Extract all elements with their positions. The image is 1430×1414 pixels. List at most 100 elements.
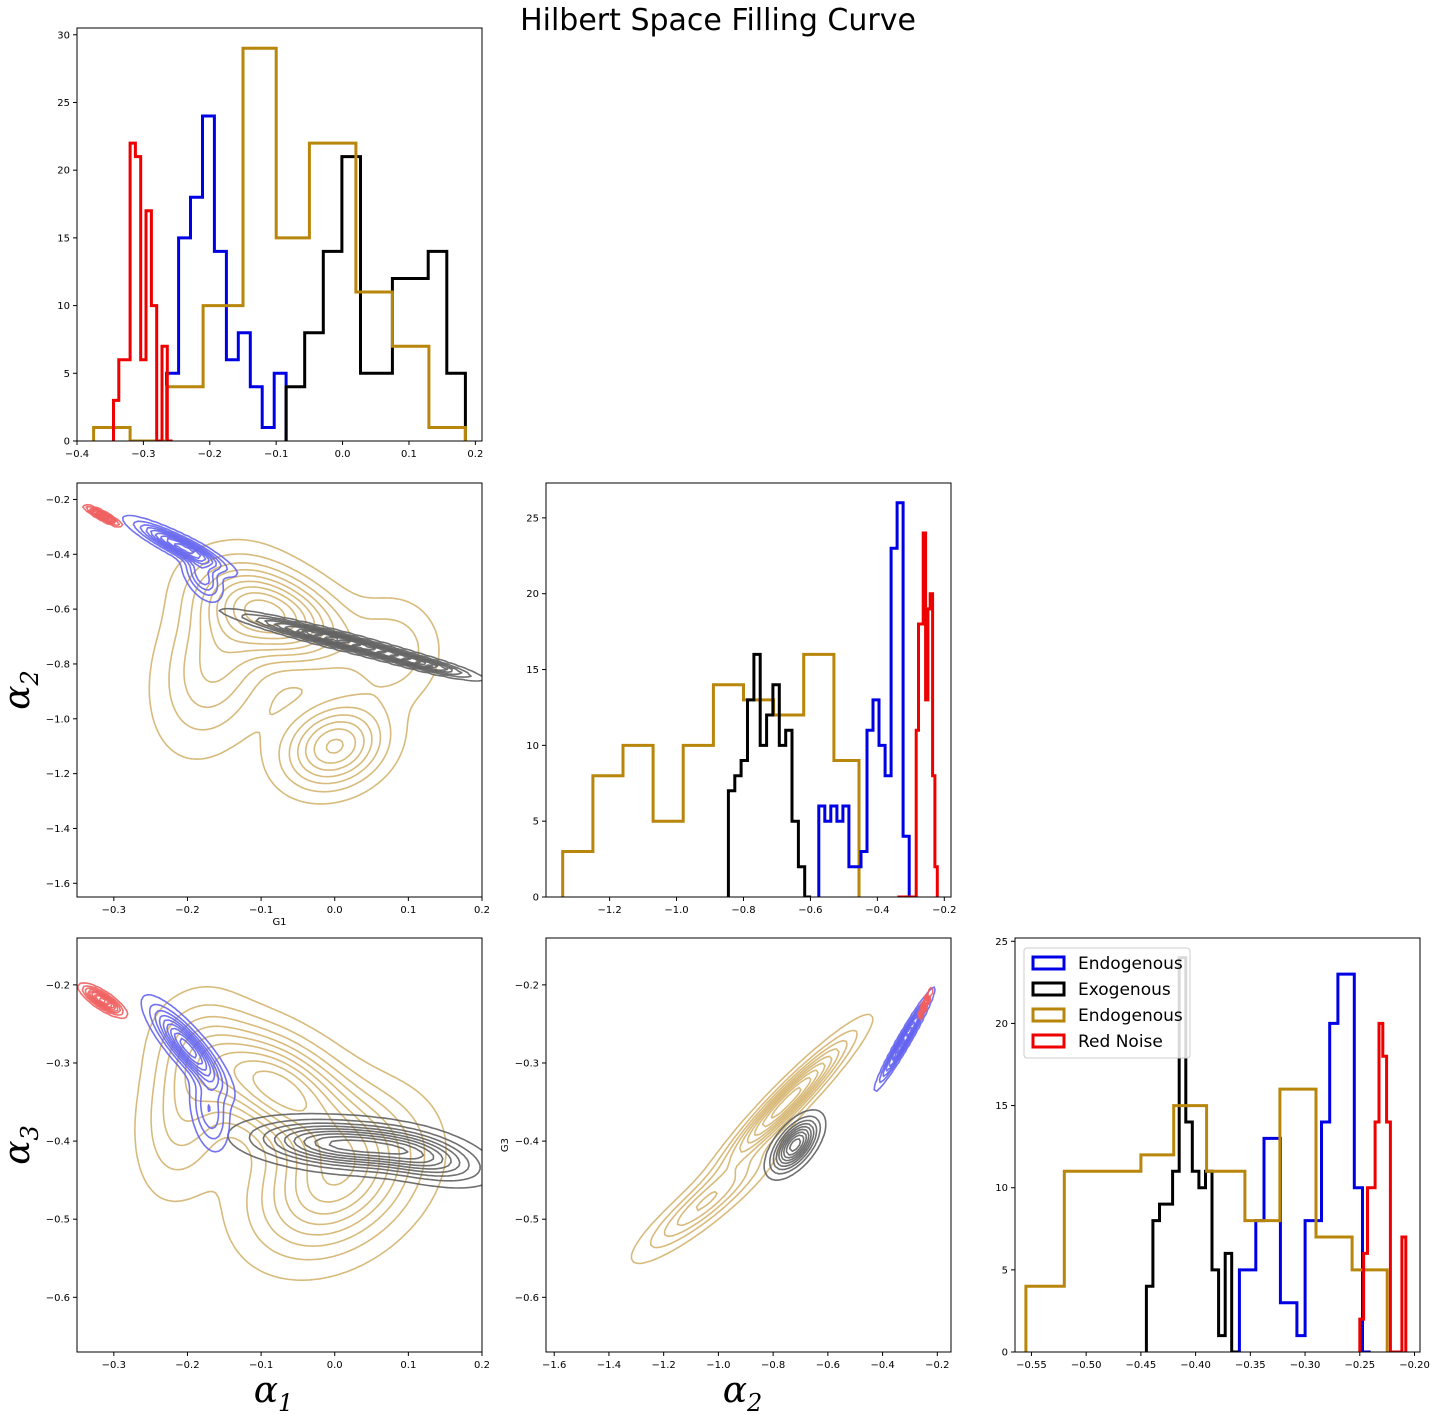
bottom-right-ytick-label: 15	[995, 1101, 1008, 1112]
bottom-left-kde-2-level-2	[148, 1003, 229, 1140]
top-left-ytick-label: 0	[64, 437, 70, 448]
bottom-center-kde-1-level-7	[783, 1131, 808, 1159]
bottom-right-xtick-label: −0.35	[1235, 1360, 1266, 1371]
middle-center-ytick-label: 15	[526, 665, 539, 676]
middle-left-axes-frame	[76, 482, 483, 898]
middle-left-kde-0-level-3	[183, 562, 382, 785]
bottom-center-plot-area	[630, 986, 936, 1265]
middle-center-axes-frame	[545, 482, 952, 898]
middle-left-ytick-label: −1.2	[46, 769, 70, 780]
middle-center-xtick-label: −0.8	[731, 905, 755, 916]
middle-left-kde-2-level-7	[160, 535, 207, 562]
top-left-xtick-label: −0.1	[264, 449, 288, 460]
middle-left-kde-1-level-4	[264, 619, 453, 673]
bottom-center-kde-0-level-8	[761, 1076, 812, 1128]
middle-center-ytick-label: 5	[533, 817, 539, 828]
top-left-histogram-endo_blue-0	[165, 114, 288, 441]
top-left-histogram-red-3	[112, 141, 173, 441]
legend-box	[1023, 947, 1191, 1059]
legend-swatch-3	[1031, 1033, 1066, 1049]
middle-left-plot-area	[82, 503, 482, 805]
bottom-left-ytick-label: −0.4	[46, 1137, 70, 1148]
middle-left-kde-2-level-3	[139, 524, 222, 591]
bottom-left-kde-2-level-8	[173, 1032, 204, 1065]
bottom-center-kde-3-level-9	[922, 1005, 926, 1009]
bottom-left-kde-2-level-6	[166, 1023, 212, 1077]
middle-left-xlabel: G1	[272, 917, 286, 928]
top-left-ytick-label: 5	[64, 369, 70, 380]
middle-left-xtick-label: −0.1	[249, 905, 273, 916]
bottom-right-xtick-label: −0.25	[1344, 1360, 1375, 1371]
middle-center-plot-area	[561, 501, 939, 897]
bottom-right-histogram-red-3	[1358, 1021, 1408, 1352]
bottom-center-kde-0-level-4	[676, 1048, 840, 1227]
bottom-left-kde-1-level-1	[227, 1112, 482, 1189]
bottom-center-kde-2-level-9	[899, 1032, 909, 1048]
bottom-left-ytick-label: −0.6	[46, 1293, 70, 1304]
bottom-center-kde-1-level-5	[778, 1125, 812, 1165]
middle-left-ytick-label: −1.4	[46, 824, 70, 835]
legend: Endogenous Exogenous Endogenous Red Noise	[1023, 947, 1191, 1059]
panel-bottom-center: −1.6 −1.4 −1.2 −1.0 −0.8 −0.6 −0.4 −0.2 −0.6 −0.5…	[500, 937, 952, 1414]
middle-left-kde-2-level-2	[132, 520, 229, 596]
bottom-right-histogram-exo-1	[1144, 956, 1239, 1352]
middle-center-histogram-endo_blue-2	[817, 501, 916, 897]
bottom-right-ytick-label: 20	[995, 1019, 1008, 1030]
bottom-center-kde-0-level-6	[746, 1062, 826, 1144]
bottom-right-xtick-label: −0.40	[1180, 1360, 1211, 1371]
bottom-center-ytick-label: −0.4	[515, 1137, 539, 1148]
middle-center-xtick-label: −0.6	[798, 905, 822, 916]
bottom-left-ylabel-alpha: α3	[0, 1125, 44, 1165]
middle-left-xtick-label: 0.1	[400, 905, 416, 916]
middle-left-xtick-label: 0.0	[327, 905, 343, 916]
bottom-left-kde-0-level-6	[196, 1042, 381, 1215]
top-left-ytick-label: 10	[57, 301, 70, 312]
bottom-left-kde-2-level-3	[154, 1009, 224, 1130]
middle-center-histogram-endo_gold-0	[561, 652, 861, 897]
middle-left-kde-1-level-7	[296, 628, 434, 667]
bottom-center-xtick-label: −0.8	[761, 1360, 785, 1371]
bottom-center-kde-0-level-9	[770, 1086, 802, 1119]
bottom-left-xtick-label: 0.2	[474, 1360, 490, 1371]
bottom-right-ytick-label: 10	[995, 1183, 1008, 1194]
middle-left-xtick-label: 0.2	[474, 905, 490, 916]
bottom-center-kde-1-level-9	[788, 1138, 802, 1152]
bottom-left-kde-1-level-9	[328, 1139, 409, 1155]
middle-left-kde-2-level-8	[166, 537, 202, 560]
bottom-left-xtick-label: −0.1	[249, 1360, 273, 1371]
middle-center-ytick-label: 20	[526, 589, 539, 600]
middle-left-kde-2-level-6	[154, 532, 210, 565]
panel-top-left: −0.4 −0.3 −0.2 −0.1 0.0 0.1 0.2 0 5 10 15 20 25 30	[57, 27, 483, 460]
middle-left-kde-2-level-4	[145, 527, 217, 586]
bottom-center-kde-0-level-1	[630, 1013, 874, 1265]
bottom-left-kde-1-level-6	[293, 1130, 444, 1167]
top-left-xtick-label: −0.4	[65, 449, 89, 460]
middle-left-ytick-label: −0.2	[46, 495, 70, 506]
middle-center-xtick-label: −0.2	[932, 905, 956, 916]
middle-left-kde-3-level-9	[98, 512, 108, 519]
top-left-ytick-label: 15	[57, 233, 70, 244]
panel-bottom-left: −0.3 −0.2 −0.1 0.0 0.1 0.2 −0.6 −0.5 −0.4 −0.3 −0.…	[0, 937, 490, 1414]
top-left-histogram-endo_gold-2	[92, 46, 467, 441]
middle-left-ytick-label: −1.6	[46, 879, 70, 890]
middle-left-xtick-label: −0.2	[175, 905, 199, 916]
bottom-center-ytick-label: −0.6	[515, 1293, 539, 1304]
middle-left-ytick-label: −0.6	[46, 605, 70, 616]
middle-left-kde-0-level-1	[148, 538, 440, 805]
middle-center-xtick-label: −1.0	[664, 905, 688, 916]
bottom-right-ytick-label: 0	[1002, 1348, 1008, 1359]
middle-center-xtick-label: −0.4	[865, 905, 889, 916]
bottom-center-ytick-label: −0.2	[515, 980, 539, 991]
bottom-left-kde-0-level-9	[252, 1070, 308, 1112]
middle-left-ytick-label: −0.4	[46, 550, 70, 561]
bottom-center-kde-1-level-3	[772, 1119, 818, 1171]
bottom-center-kde-0-level-2	[649, 1029, 858, 1249]
bottom-left-kde-1-level-4	[273, 1125, 461, 1174]
bottom-left-plot-area	[77, 982, 482, 1281]
middle-center-xtick-label: −1.2	[597, 905, 621, 916]
bottom-right-xtick-label: −0.20	[1399, 1360, 1430, 1371]
bottom-left-kde-1-level-5	[283, 1128, 452, 1170]
bottom-left-xtick-label: 0.0	[327, 1360, 343, 1371]
middle-left-kde-2-level-9	[173, 543, 195, 555]
